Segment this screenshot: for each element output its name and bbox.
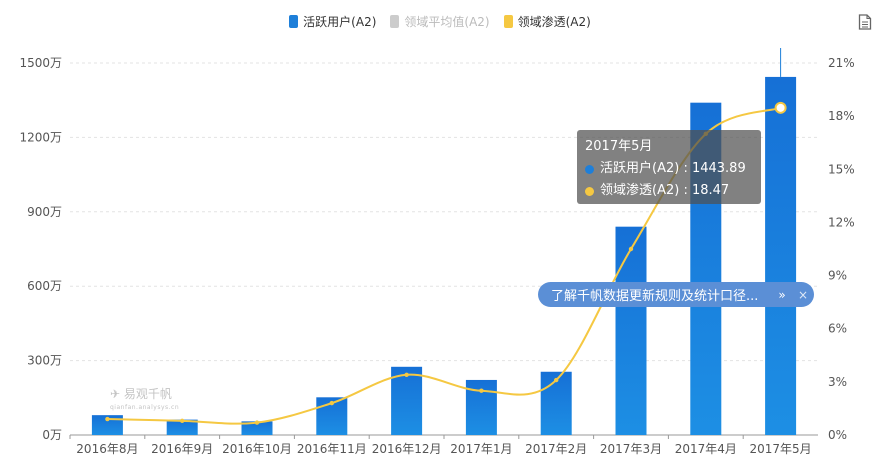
penetration-point <box>404 372 409 377</box>
y-right-tick-label: 3% <box>828 375 847 389</box>
watermark-url: qianfan.analysys.cn <box>110 404 180 411</box>
bar <box>465 379 497 435</box>
x-tick-label: 2017年2月 <box>525 442 587 456</box>
penetration-point <box>105 416 110 422</box>
legend-swatch-active-users <box>289 15 299 28</box>
tooltip-text-active-users: 活跃用户(A2) : 1443.89 <box>600 161 746 176</box>
penetration-point <box>254 420 260 425</box>
legend-label-active-users: 活跃用户(A2) <box>303 15 377 29</box>
tooltip-row-active-users: 活跃用户(A2) : 1443.89 <box>585 158 753 180</box>
penetration-point <box>329 400 334 406</box>
document-icon[interactable] <box>858 14 872 30</box>
legend-item-domain-penetration[interactable]: 领域渗透(A2) <box>503 13 591 30</box>
legend-swatch-domain-average <box>390 15 400 28</box>
tooltip-text-domain-penetration: 领域渗透(A2) : 18.47 <box>600 183 730 198</box>
watermark-name-text: 易观千帆 <box>123 387 172 401</box>
close-icon[interactable]: × <box>797 287 809 302</box>
penetration-point <box>180 418 185 424</box>
y-left-tick-label: 900万 <box>27 205 62 219</box>
y-left-tick-label: 1200万 <box>19 130 62 144</box>
y-right-tick-label: 12% <box>828 215 855 229</box>
watermark: ✈ 易观千帆 qianfan.analysys.cn <box>110 388 179 414</box>
y-left-tick-label: 1500万 <box>19 56 62 70</box>
penetration-point-highlight <box>774 101 787 114</box>
legend-swatch-domain-penetration <box>503 15 513 28</box>
bar <box>540 371 572 435</box>
legend-label-domain-average: 领域平均值(A2) <box>404 15 490 29</box>
info-banner[interactable]: 了解千帆数据更新规则及统计口径... » × <box>538 282 814 307</box>
watermark-logo-icon: ✈ <box>110 387 121 401</box>
y-right-tick-label: 6% <box>828 322 847 336</box>
tooltip-title: 2017年5月 <box>585 139 653 154</box>
bar <box>615 226 647 435</box>
y-right-tick-label: 9% <box>828 269 847 283</box>
bar <box>166 419 198 435</box>
bar <box>241 421 273 435</box>
tooltip-dot-domain-penetration <box>585 186 594 196</box>
y-left-tick-label: 600万 <box>27 279 62 293</box>
banner-link-text[interactable]: 了解千帆数据更新规则及统计口径... <box>551 289 759 304</box>
penetration-point <box>479 388 484 393</box>
y-left-tick-label: 0万 <box>42 428 62 442</box>
x-tick-label: 2016年8月 <box>76 442 138 456</box>
x-tick-label: 2017年4月 <box>675 442 737 456</box>
chart-tooltip: 2017年5月 活跃用户(A2) : 1443.89 领域渗透(A2) : 18… <box>577 130 761 204</box>
bar <box>391 366 423 435</box>
bar <box>765 76 797 435</box>
legend-item-domain-average[interactable]: 领域平均值(A2) <box>390 13 490 30</box>
y-right-tick-label: 21% <box>828 56 855 70</box>
x-tick-label: 2016年11月 <box>297 442 367 456</box>
x-tick-label: 2017年5月 <box>750 442 812 456</box>
legend: 活跃用户(A2) 领域平均值(A2) 领域渗透(A2) <box>0 13 880 30</box>
x-tick-label: 2016年9月 <box>151 442 213 456</box>
y-left-tick-label: 300万 <box>27 354 62 368</box>
x-tick-label: 2017年3月 <box>600 442 662 456</box>
double-chevron-right-icon[interactable]: » <box>778 287 786 302</box>
penetration-point <box>554 377 559 383</box>
y-right-tick-label: 18% <box>828 109 855 123</box>
penetration-point <box>628 246 634 252</box>
tooltip-row-domain-penetration: 领域渗透(A2) : 18.47 <box>585 180 753 202</box>
x-tick-label: 2016年12月 <box>372 442 442 456</box>
legend-label-domain-penetration: 领域渗透(A2) <box>517 15 591 29</box>
watermark-name: ✈ 易观千帆 <box>110 388 179 401</box>
x-tick-label: 2016年10月 <box>222 442 292 456</box>
tooltip-dot-active-users <box>585 164 594 174</box>
y-right-tick-label: 15% <box>828 162 855 176</box>
legend-item-active-users[interactable]: 活跃用户(A2) <box>289 13 376 30</box>
x-tick-label: 2017年1月 <box>450 442 512 456</box>
y-right-tick-label: 0% <box>828 428 847 442</box>
